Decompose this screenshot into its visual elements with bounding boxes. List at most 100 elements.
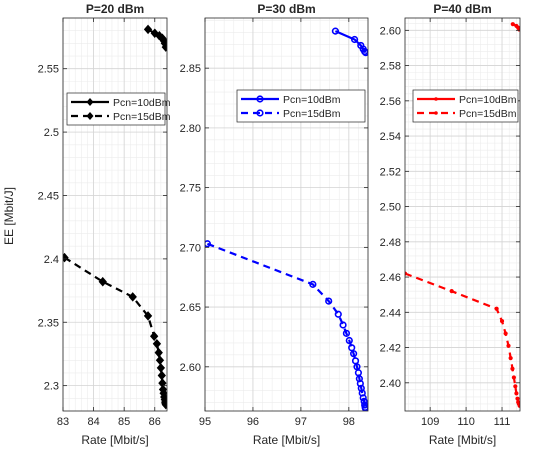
x-tick-label: 85	[118, 416, 130, 428]
legend: Pcn=10dBm Pcn=15dBm	[236, 89, 366, 123]
data-point	[345, 336, 353, 345]
y-tick-label: 2.85	[180, 63, 201, 75]
x-axis-label: Rate [Mbit/s]	[429, 433, 496, 447]
data-point	[499, 319, 505, 324]
chart-title: P=30 dBm	[257, 2, 315, 16]
y-tick-label: 2.3	[44, 381, 59, 393]
y-tick-label: 2.55	[38, 64, 59, 76]
legend-box	[236, 89, 366, 123]
legend-swatch-marker	[434, 111, 438, 115]
y-tick-label: 2.60	[380, 25, 401, 37]
data-point	[348, 344, 356, 352]
data-point	[362, 405, 368, 411]
x-tick-label: 84	[87, 416, 99, 428]
data-point	[149, 331, 159, 341]
data-point	[342, 329, 351, 337]
data-point	[205, 240, 211, 248]
major-grid	[405, 18, 520, 411]
data-point	[325, 297, 333, 305]
y-tick-label: 2.54	[380, 131, 401, 143]
x-axis-label: Rate [Mbit/s]	[81, 433, 148, 447]
plot-area	[63, 18, 167, 411]
data-point	[513, 384, 518, 389]
legend-label: Pcn=15dBm	[459, 108, 517, 120]
tick-marks	[405, 18, 520, 411]
legend-label: Pcn=10dBm	[283, 94, 341, 106]
legend-swatch-marker	[434, 97, 438, 101]
data-point	[150, 28, 159, 38]
y-tick-label: 2.40	[380, 378, 401, 390]
y-tick-label: 2.45	[38, 190, 59, 202]
y-tick-label: 2.52	[380, 166, 401, 178]
tick-marks	[204, 18, 368, 411]
data-point	[143, 24, 153, 35]
series-1	[205, 240, 368, 411]
data-point	[506, 343, 511, 348]
y-tick-label: 2.50	[380, 202, 401, 214]
data-point	[143, 311, 153, 321]
data-point	[494, 306, 499, 311]
legend-box	[66, 92, 166, 126]
legend-label: Pcn=10dBm	[459, 94, 517, 106]
legend-label: Pcn=10dBm	[113, 97, 171, 109]
data-point	[359, 394, 367, 402]
y-tick-label: 2.56	[380, 96, 401, 108]
axes-box	[404, 17, 521, 412]
plot-area	[405, 18, 520, 411]
data-point	[350, 350, 358, 358]
series-0	[331, 27, 368, 57]
data-point	[350, 35, 359, 44]
x-tick-label: 111	[494, 416, 511, 428]
data-point	[154, 347, 163, 358]
x-tick-label: 109	[421, 416, 439, 428]
data-point	[511, 375, 516, 380]
y-tick-label: 2.44	[380, 307, 401, 319]
legend-swatch-marker	[86, 112, 94, 120]
y-tick-label: 2.46	[380, 272, 401, 284]
data-point	[152, 339, 162, 349]
y-tick-label: 2.80	[180, 123, 201, 135]
legend-swatch-marker	[86, 98, 94, 106]
x-tick-label: 97	[295, 416, 307, 428]
data-point	[503, 331, 508, 336]
plot-area	[205, 18, 368, 411]
legend-swatch-marker	[256, 109, 264, 117]
x-tick-label: 83	[57, 416, 69, 428]
legend-box	[412, 89, 519, 123]
axes-box	[62, 17, 168, 412]
axes-box	[204, 17, 369, 412]
tick-marks	[62, 18, 167, 411]
data-point	[362, 49, 368, 57]
data-point	[98, 276, 107, 287]
y-tick-label: 2.42	[380, 343, 401, 355]
data-point	[63, 252, 69, 263]
x-tick-label: 96	[247, 416, 259, 428]
shared-y-axis-label: EE [Mbit/J]	[2, 187, 16, 245]
data-point	[161, 399, 167, 410]
data-point	[449, 289, 454, 294]
data-point	[161, 42, 167, 52]
panel-p40: 109 110 111 2.40 2.42 2.44 2.46 2.48 2.50 2.52 2.5…	[380, 2, 521, 447]
series-1	[405, 271, 520, 408]
data-point	[128, 292, 137, 302]
x-tick-label: 110	[457, 416, 475, 428]
y-tick-label: 2.65	[180, 302, 201, 314]
y-tick-label: 2.5	[44, 127, 59, 139]
series-1	[63, 252, 167, 410]
data-point	[309, 280, 317, 288]
y-tick-label: 2.58	[380, 61, 401, 73]
x-tick-label: 86	[149, 416, 161, 428]
y-tick-label: 2.60	[180, 362, 201, 374]
data-point	[510, 366, 515, 371]
chart-title: P=20 dBm	[86, 2, 144, 16]
legend-label: Pcn=15dBm	[113, 111, 171, 123]
chart-title: P=40 dBm	[433, 2, 491, 16]
y-tick-label: 2.48	[380, 237, 401, 249]
y-tick-label: 2.70	[180, 242, 201, 254]
legend-label: Pcn=15dBm	[283, 108, 341, 120]
y-tick-label: 2.75	[180, 183, 201, 195]
data-point	[514, 391, 519, 396]
legend-swatch-marker	[256, 95, 264, 103]
data-point	[339, 321, 347, 329]
